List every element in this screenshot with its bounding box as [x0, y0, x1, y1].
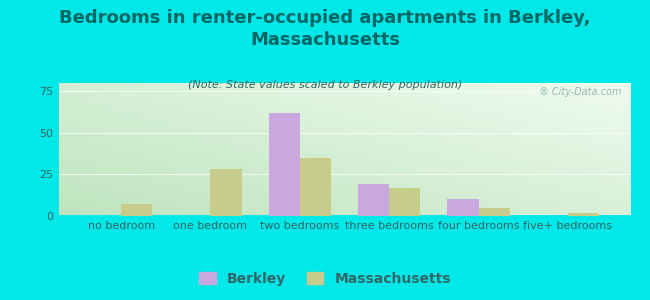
Text: Bedrooms in renter-occupied apartments in Berkley,
Massachusetts: Bedrooms in renter-occupied apartments i… — [59, 9, 591, 49]
Bar — [389, 188, 421, 216]
Bar — [300, 158, 331, 216]
Bar — [211, 169, 242, 216]
Bar — [447, 199, 478, 216]
Text: (Note: State values scaled to Berkley population): (Note: State values scaled to Berkley po… — [188, 80, 462, 89]
Text: ® City-Data.com: ® City-Data.com — [540, 86, 622, 97]
Bar — [568, 213, 599, 216]
Bar — [358, 184, 389, 216]
Bar — [478, 208, 510, 216]
Bar — [121, 204, 152, 216]
Bar — [268, 112, 300, 216]
Legend: Berkley, Massachusetts: Berkley, Massachusetts — [195, 268, 455, 290]
